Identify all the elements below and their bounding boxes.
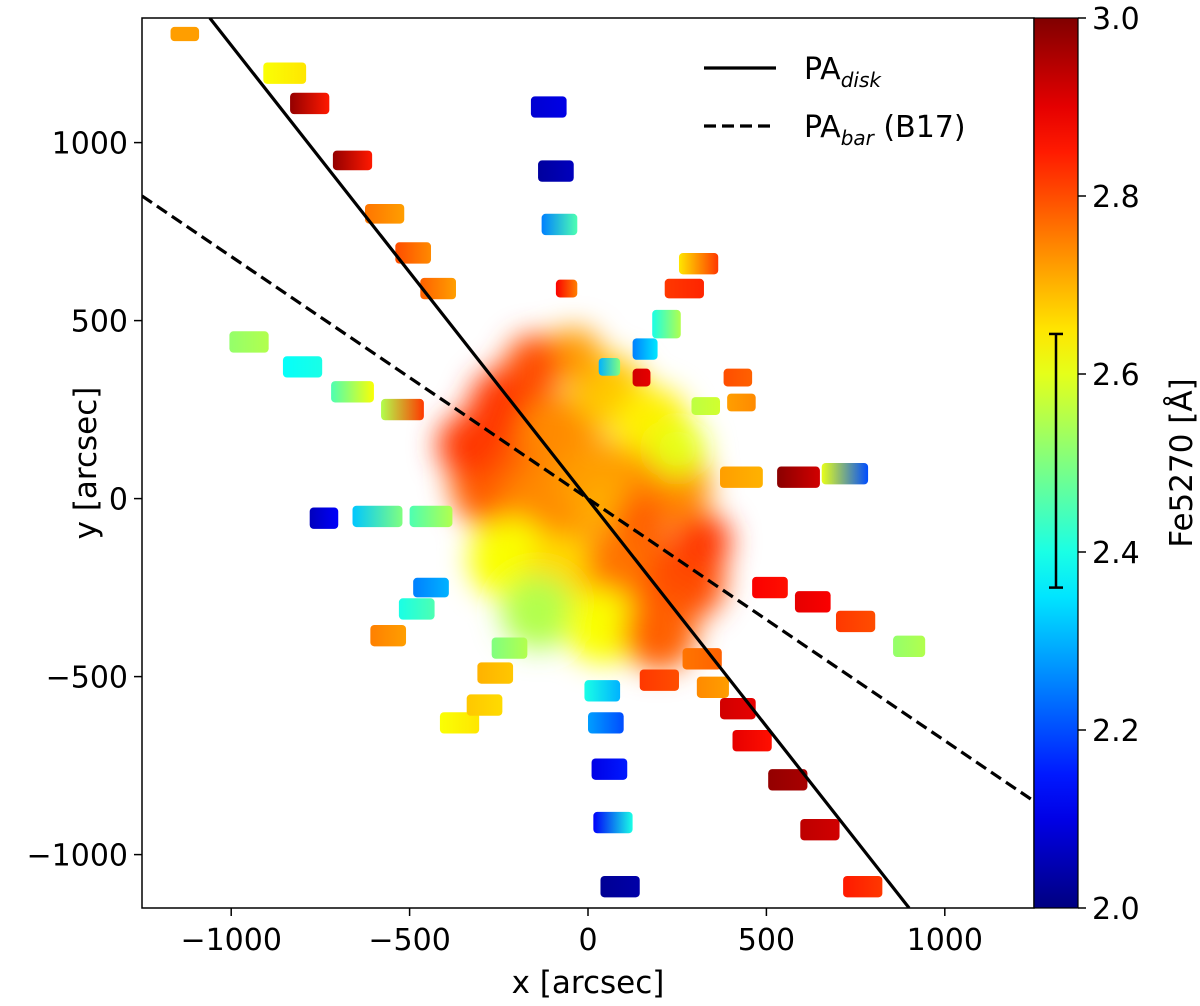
colorbar-tick-label: 2.0 [1092,892,1140,927]
data-patch [309,507,339,529]
data-patch [282,356,323,378]
colorbar-tick-label: 2.6 [1092,358,1140,393]
y-tick-label: −1000 [27,839,128,874]
x-tick-label: 1000 [907,923,983,958]
data-patch [835,610,876,633]
data-patch [593,811,633,834]
core-blob [612,491,671,549]
data-patch [332,150,373,171]
data-patch [588,712,624,734]
legend: PAdisk PAbar (B17) [704,52,966,150]
data-patch [678,252,719,275]
y-tick-label: 1000 [52,127,128,162]
colorbar-tick-label: 2.4 [1092,536,1140,571]
colorbar: 2.0 2.2 2.4 2.6 2.8 3.0 Fe5270 [Å] [1033,2,1200,927]
data-patch [409,505,453,528]
pa-lines [142,18,1034,908]
data-patch [632,338,658,360]
data-patch [682,648,722,670]
x-tick-label: 500 [738,923,795,958]
legend-entry: PAdisk [804,52,882,92]
data-patch [752,576,788,599]
data-patch [538,160,574,182]
data-patch [477,662,514,684]
y-tick-label: −500 [46,661,128,696]
pointing-patches [170,26,926,898]
x-axis: −1000 −500 0 500 1000 [180,908,983,958]
data-patch [720,697,756,720]
colorbar-tick-label: 2.8 [1092,180,1140,215]
core-blob [673,512,731,570]
colorbar-ticks: 2.0 2.2 2.4 2.6 2.8 3.0 [1078,2,1140,927]
data-patch [600,875,640,898]
core-blob [648,420,706,478]
data-patch [370,624,407,647]
y-axis: −1000 −500 0 500 1000 [27,127,142,874]
data-patch [639,669,679,691]
data-patch [720,466,763,488]
core-blob [505,334,564,392]
y-tick-label: 0 [109,483,128,518]
data-patch [691,397,721,415]
data-patch [732,730,772,752]
data-patch [664,278,704,299]
data-patch [555,279,578,298]
data-patch [530,96,567,118]
colorbar-frame [1033,17,1079,909]
colorbar-tick-label: 2.2 [1092,714,1140,749]
data-patch [777,466,820,488]
data-patch [591,758,628,780]
data-patch [420,277,456,300]
data-patch [632,368,651,387]
data-patch [800,819,840,841]
data-patch [395,242,432,264]
pa-disk-line [208,18,911,908]
y-axis-label: y [arcsec] [68,387,104,540]
data-patch [398,598,435,620]
plot-area [142,18,1034,908]
data-patch [229,331,269,353]
data-patch [821,463,869,485]
data-patch [290,92,330,115]
data-patch [352,505,403,528]
data-patch [331,381,374,403]
colorbar-tick-label: 3.0 [1092,2,1140,37]
data-patch [170,26,200,42]
x-axis-label: x [arcsec] [512,965,665,1001]
core-blob [437,412,504,478]
data-patch [598,357,621,376]
data-patch [652,309,681,339]
data-patch [439,712,480,734]
data-patch [727,393,756,412]
data-patch [794,591,831,613]
data-patch [768,769,808,791]
x-tick-label: −500 [368,923,450,958]
core-blob [565,589,640,664]
x-tick-label: 0 [578,923,597,958]
data-patch [696,676,729,698]
y-tick-label: 500 [71,305,128,340]
data-patch [413,577,449,598]
data-patch [263,62,307,84]
x-tick-label: −1000 [180,923,281,958]
data-patch [365,204,405,224]
colorbar-label: Fe5270 [Å] [1164,378,1200,547]
colorbar-error-bar [1049,332,1063,589]
legend-entry: PAbar (B17) [804,110,966,150]
data-patch [491,637,528,659]
core-blob [501,575,575,650]
data-patch [381,398,424,421]
core-region [437,327,731,671]
data-patch [584,680,621,702]
data-patch [843,875,883,898]
data-patch [466,694,503,716]
data-patch [893,635,926,658]
data-patch [541,213,578,236]
data-patch [723,368,753,387]
